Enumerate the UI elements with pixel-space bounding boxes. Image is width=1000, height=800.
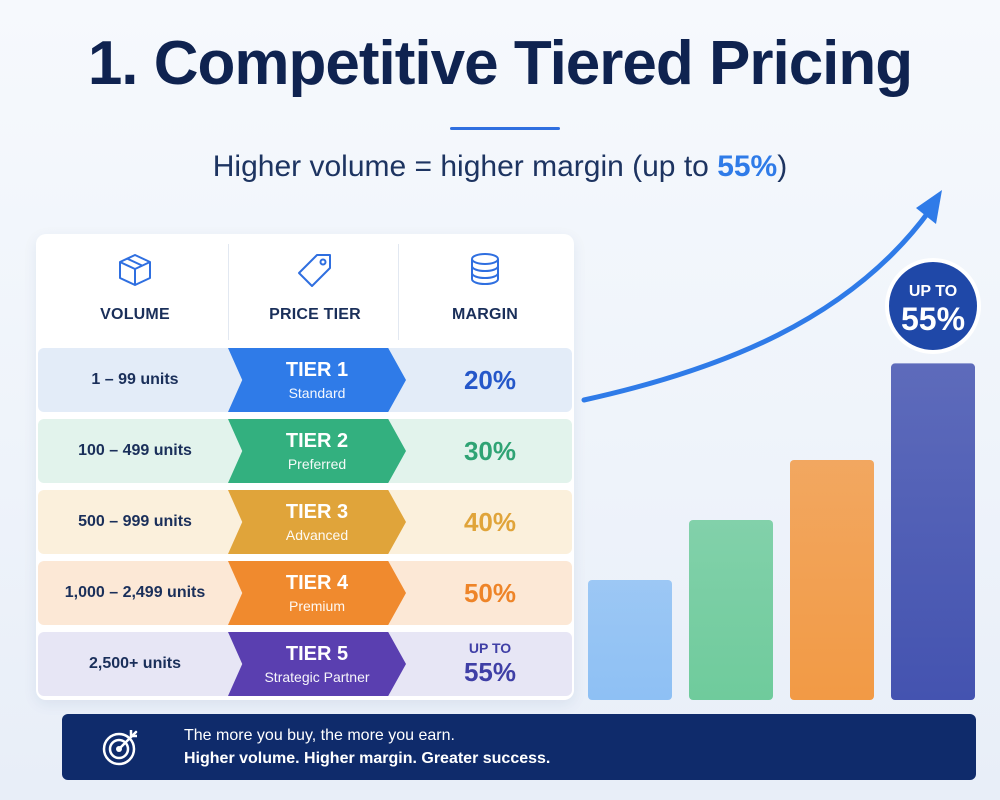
volume-cell: 2,500+ units <box>88 655 182 672</box>
page-title: 1. Competitive Tiered Pricing <box>87 29 913 98</box>
title-underline <box>450 127 560 130</box>
tier-name: TIER 2 <box>285 430 349 452</box>
margin-value: 20% <box>463 364 517 395</box>
volume-cell: 500 – 999 units <box>78 513 192 530</box>
tier-name: TIER 3 <box>285 501 349 523</box>
subtitle-suffix: ) <box>777 150 788 183</box>
tier-chevron: TIER 4 Premium <box>228 561 406 625</box>
tier-chevron: TIER 5 Strategic Partner <box>228 632 406 696</box>
volume-cell: 1,000 – 2,499 units <box>64 584 206 601</box>
badge-line-2: 55% <box>901 301 965 337</box>
tier-name: TIER 1 <box>285 359 349 381</box>
tier-chevron: TIER 2 Preferred <box>228 419 406 483</box>
tier-chevron: TIER 1 Standard <box>228 348 406 412</box>
tier-subtitle: Premium <box>288 598 345 614</box>
margin-cell: 30% <box>410 419 570 483</box>
header-divider <box>398 244 399 340</box>
chart-bar <box>689 520 773 700</box>
subtitle: Higher volume = higher margin (up to 55%… <box>0 150 1000 184</box>
header-divider <box>228 244 229 340</box>
box-icon <box>119 254 151 286</box>
target-arrow-icon <box>102 730 138 766</box>
chart-bar <box>588 580 672 700</box>
tier-subtitle: Strategic Partner <box>264 669 370 685</box>
header-volume: VOLUME <box>50 234 220 346</box>
tier-chevron: TIER 3 Advanced <box>228 490 406 554</box>
header-price-tier-label: PRICE TIER <box>269 306 361 323</box>
margin-prefix: UP TO <box>468 639 512 656</box>
volume-cell: 1 – 99 units <box>91 371 179 388</box>
margin-cell: 40% <box>410 490 570 554</box>
subtitle-accent: 55% <box>717 150 778 183</box>
tier-name: TIER 5 <box>285 643 349 665</box>
coins-stack-icon <box>471 253 499 286</box>
table-row: 100 – 499 units TIER 2 Preferred 30% <box>38 419 572 483</box>
volume-cell: 100 – 499 units <box>78 442 192 459</box>
tier-subtitle: Preferred <box>287 456 347 472</box>
table-row: 2,500+ units TIER 5 Strategic Partner UP TO… <box>38 632 572 696</box>
trend-arrow <box>581 207 933 403</box>
margin-cell: 50% <box>410 561 570 625</box>
header-margin: MARGIN <box>400 234 570 346</box>
header-price-tier: PRICE TIER <box>230 234 400 346</box>
bottom-banner: The more you buy, the more you earn. Hig… <box>62 714 976 780</box>
banner-line-2: Higher volume. Higher margin. Greater su… <box>184 749 551 767</box>
tier-name: TIER 4 <box>285 572 349 594</box>
margin-value: 30% <box>463 435 517 466</box>
tier-subtitle: Standard <box>288 385 346 401</box>
margin-value: 55% <box>463 656 517 687</box>
banner-line-1: The more you buy, the more you earn. <box>184 726 455 744</box>
margin-cell: 20% <box>410 348 570 412</box>
badge-line-1: UP TO <box>909 283 957 300</box>
trend-arrow-head <box>916 190 942 224</box>
table-row: 1 – 99 units TIER 1 Standard 20% <box>38 348 572 412</box>
pricing-table: VOLUME PRICE TIER MARGIN 1 – 99 units TIE… <box>36 234 574 700</box>
table-row: 1,000 – 2,499 units TIER 4 Premium 50% <box>38 561 572 625</box>
chart-bar <box>891 363 975 700</box>
chart-bar <box>790 460 874 700</box>
margin-value: 40% <box>463 506 517 537</box>
header-volume-label: VOLUME <box>100 306 170 323</box>
tier-subtitle: Advanced <box>285 527 349 543</box>
tag-icon <box>298 254 331 287</box>
margin-cell: UP TO 55% <box>410 632 570 696</box>
margin-value: 50% <box>463 577 517 608</box>
subtitle-prefix: Higher volume = higher margin (up to <box>212 150 718 183</box>
header-margin-label: MARGIN <box>451 306 519 323</box>
max-margin-badge <box>885 258 981 354</box>
table-row: 500 – 999 units TIER 3 Advanced 40% <box>38 490 572 554</box>
